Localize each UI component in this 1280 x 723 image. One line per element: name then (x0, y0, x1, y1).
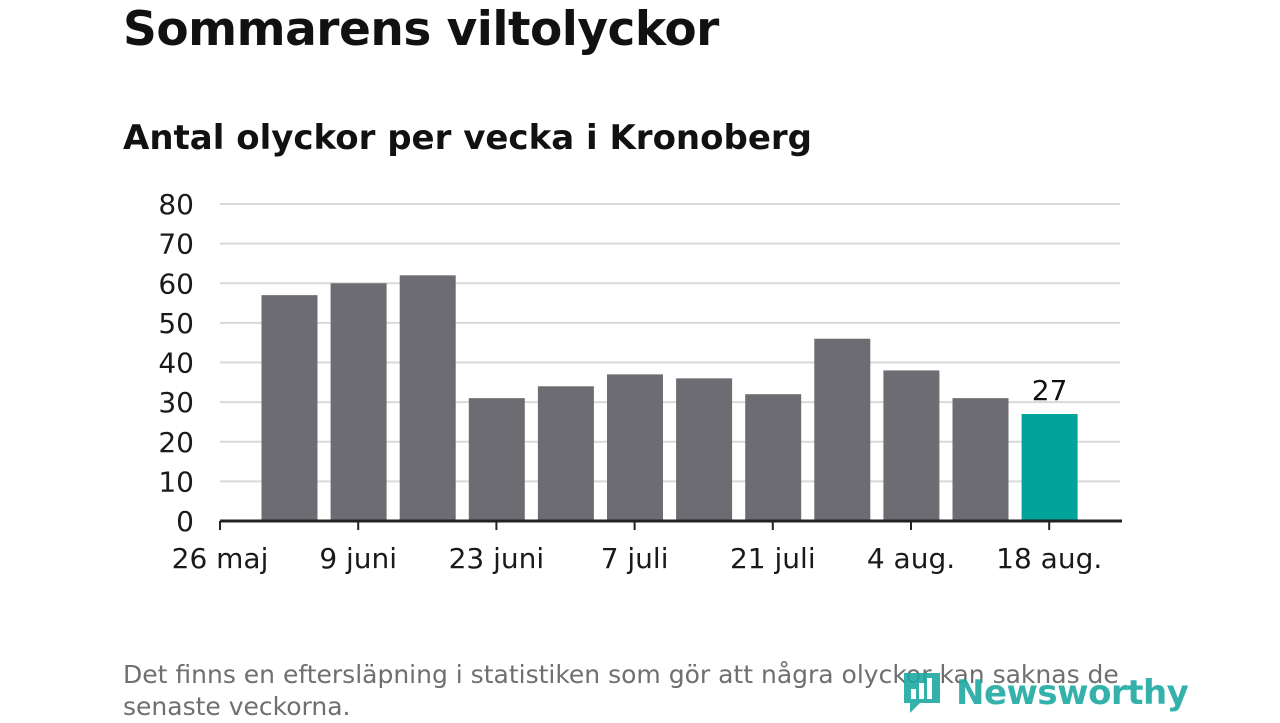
y-tick-label: 70 (158, 228, 194, 261)
bar (814, 338, 871, 521)
y-tick-label: 0 (176, 505, 194, 538)
bar (883, 370, 940, 521)
bar (330, 283, 387, 521)
x-tick-label: 21 juli (730, 542, 816, 575)
x-tick-label: 4 aug. (867, 542, 955, 575)
bar (676, 378, 733, 521)
bar (537, 386, 594, 521)
footnote: Det finns en eftersläpning i statistiken… (123, 660, 1119, 721)
data-label: 27 (1032, 374, 1068, 407)
axes: 0 10 20 30 40 50 60 70 80 26 maj 9 juni 23 juni 7 ju… (158, 188, 1122, 575)
bar (468, 398, 525, 521)
data-labels: 27 (1032, 374, 1068, 407)
bar (607, 374, 663, 521)
y-tick-label: 60 (158, 267, 194, 300)
bar (745, 394, 802, 521)
y-tick-label: 30 (158, 386, 194, 419)
chart-subtitle: Antal olyckor per vecka i Kronoberg (123, 118, 812, 158)
newsworthy-chart-icon (904, 673, 940, 713)
x-tick-label: 26 maj (172, 542, 269, 575)
x-tick-label: 7 juli (601, 542, 669, 575)
bars (261, 275, 1078, 521)
bar-chart: 0 10 20 30 40 50 60 70 80 26 maj 9 juni 23 juni 7 ju… (158, 188, 1122, 575)
y-tick-label: 50 (158, 307, 194, 340)
x-tick-label: 23 juni (449, 542, 545, 575)
y-tick-label: 20 (158, 426, 194, 459)
x-tick-label: 18 aug. (996, 542, 1102, 575)
y-tick-label: 40 (158, 347, 194, 380)
newsworthy-logo: Newsworthy (900, 668, 1189, 718)
logo-wordmark: Newsworthy (956, 673, 1189, 713)
bar (952, 398, 1009, 521)
x-tick-label: 9 juni (319, 542, 397, 575)
chart-title: Sommarens viltolyckor (123, 2, 719, 57)
bar-highlight (1021, 414, 1078, 521)
bar (399, 275, 456, 521)
bar (261, 295, 318, 521)
y-tick-label: 10 (158, 465, 194, 498)
y-tick-label: 80 (158, 188, 194, 221)
